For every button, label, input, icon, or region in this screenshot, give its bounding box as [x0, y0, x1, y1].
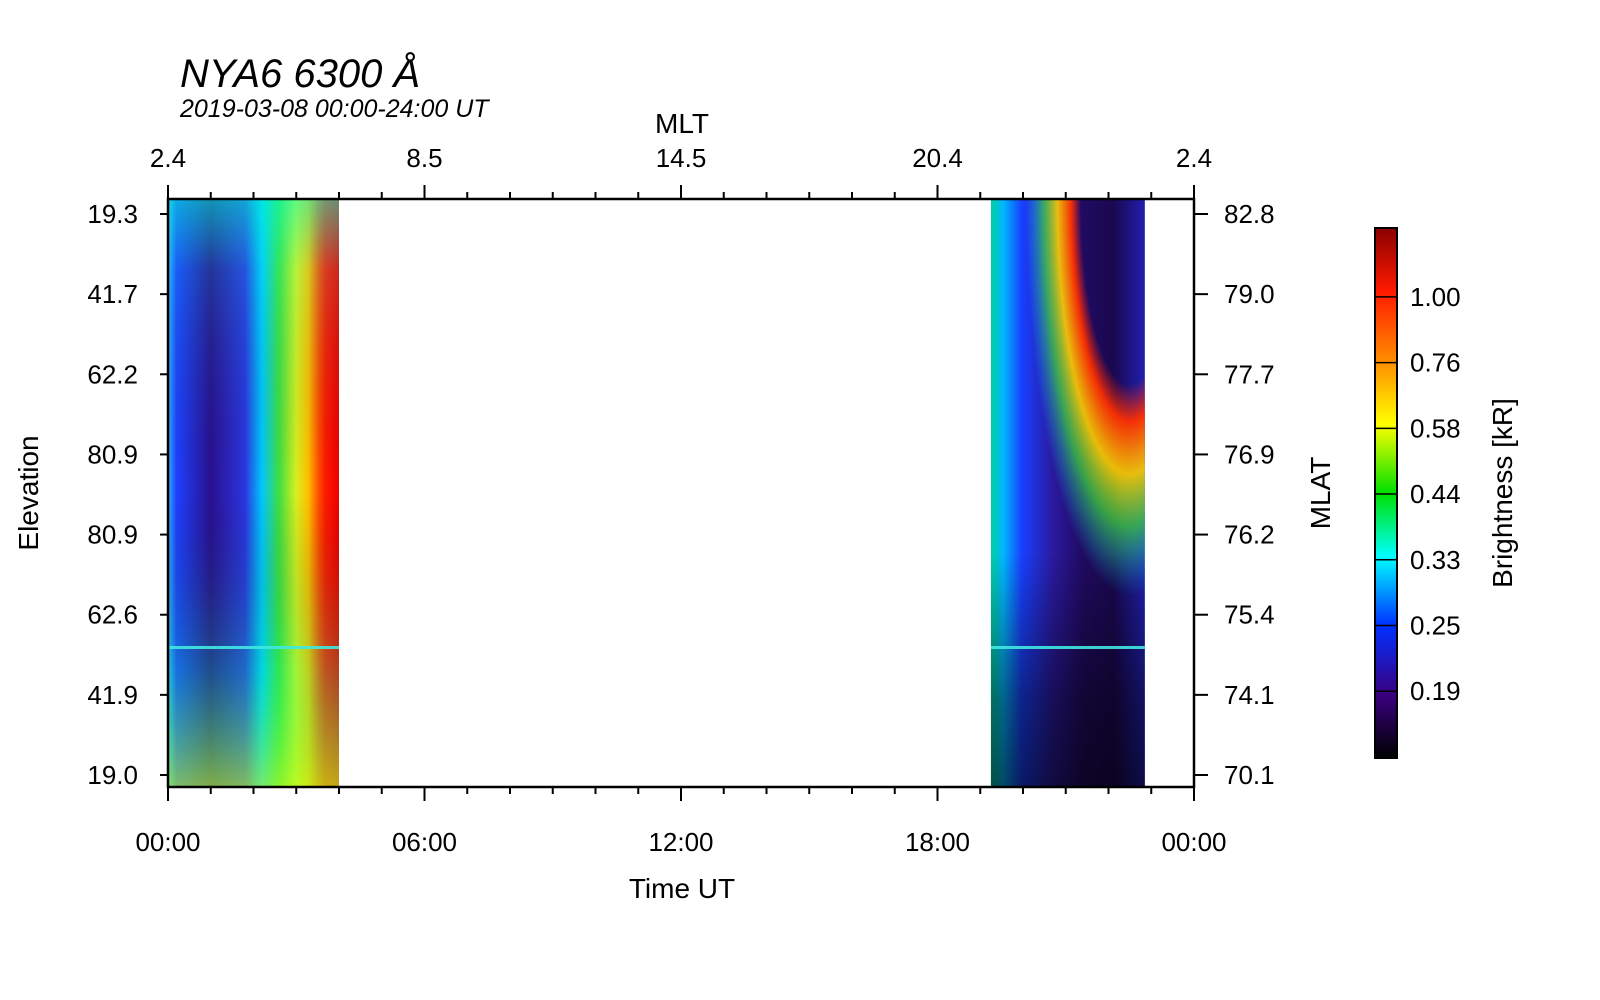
y-axis-label-right: MLAT	[1305, 457, 1336, 530]
colorbar-tick-label: 0.76	[1410, 348, 1461, 378]
y-tick-label-left: 41.9	[87, 680, 138, 710]
heatmap-segment-right-overlay	[990, 199, 1145, 787]
x-tick-label-top: 2.4	[150, 143, 186, 173]
y-tick-label-right: 77.7	[1224, 359, 1275, 389]
y-tick-label-right: 75.4	[1224, 600, 1275, 630]
y-tick-label-left: 41.7	[87, 279, 138, 309]
y-tick-label-left: 62.6	[87, 600, 138, 630]
x-tick-label-top: 2.4	[1176, 143, 1212, 173]
x-axis-label: Time UT	[629, 873, 735, 904]
x-tick-label-top: 8.5	[406, 143, 442, 173]
y-tick-label-right: 82.8	[1224, 199, 1275, 229]
x-tick-label-top: 20.4	[912, 143, 963, 173]
colorbar-tick-label: 0.19	[1410, 676, 1461, 706]
y-tick-label-left: 80.9	[87, 520, 138, 550]
y-tick-label-right: 76.2	[1224, 520, 1275, 550]
top-axis-label: MLT	[655, 108, 709, 139]
colorbar	[1374, 227, 1398, 759]
colorbar-label: Brightness [kR]	[1487, 398, 1518, 588]
heatmap-artifact-line	[168, 646, 339, 649]
colorbar-tick-label: 0.44	[1410, 479, 1461, 509]
colorbar-tick-label: 1.00	[1410, 282, 1461, 312]
colorbar-ticks: 1.00 0.76 0.58 0.44 0.33 0.25 0.19	[1375, 282, 1461, 706]
chart-subtitle: 2019-03-08 00:00-24:00 UT	[179, 95, 490, 123]
y-tick-label-right: 79.0	[1224, 279, 1275, 309]
heatmap-artifact-line	[990, 646, 1145, 649]
x-tick-label-bottom: 06:00	[392, 827, 457, 857]
x-tick-label-bottom: 18:00	[905, 827, 970, 857]
x-tick-label-bottom: 00:00	[135, 827, 200, 857]
y-tick-label-right: 76.9	[1224, 439, 1275, 469]
colorbar-tick-label: 0.58	[1410, 413, 1461, 443]
heatmap-segments	[168, 199, 1145, 787]
x-tick-label-bottom: 12:00	[648, 827, 713, 857]
x-tick-label-top: 14.5	[656, 143, 707, 173]
colorbar-tick-label: 0.25	[1410, 611, 1461, 641]
heatmap-segment-left-overlay	[168, 199, 339, 787]
y-tick-label-left: 62.2	[87, 359, 138, 389]
tick-labels: 00:00 06:00 12:00 18:00 00:00 2.4 8.5 14.5 20.4 2…	[87, 143, 1274, 857]
y-tick-label-left: 80.9	[87, 439, 138, 469]
y-tick-label-right: 74.1	[1224, 680, 1275, 710]
axis-ticks	[160, 185, 1208, 801]
x-tick-label-bottom: 00:00	[1161, 827, 1226, 857]
y-axis-label-left: Elevation	[13, 435, 44, 550]
y-tick-label-right: 70.1	[1224, 760, 1275, 790]
y-tick-label-left: 19.3	[87, 199, 138, 229]
y-tick-label-left: 19.0	[87, 760, 138, 790]
colorbar-tick-label: 0.33	[1410, 545, 1461, 575]
chart-title: NYA6 6300 Å	[180, 51, 420, 96]
